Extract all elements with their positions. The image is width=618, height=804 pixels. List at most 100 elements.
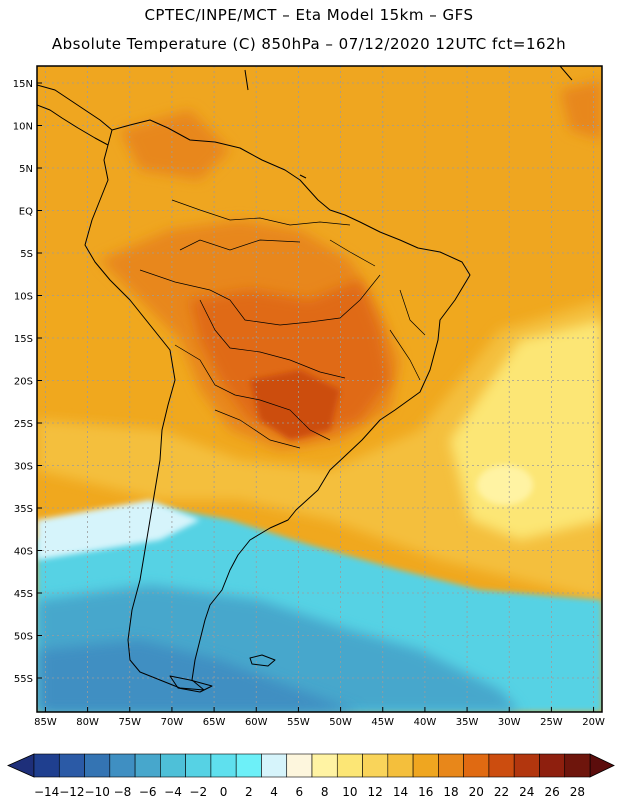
- lat-label: 10N: [13, 122, 33, 133]
- colorbar-label: −10: [85, 785, 110, 799]
- colorbar-swatch: [134, 753, 161, 778]
- colorbar-label: 28: [570, 785, 585, 799]
- colorbar-swatch: [513, 753, 540, 778]
- colorbar-swatch: [438, 753, 464, 778]
- field-band-4: [37, 500, 200, 560]
- colorbar-label: 8: [321, 785, 329, 799]
- colorbar-swatch: [362, 753, 389, 778]
- colorbar-swatch: [488, 753, 515, 778]
- lat-label: 5S: [20, 249, 33, 260]
- colorbar-label: 22: [494, 785, 509, 799]
- field-band-neg8: [40, 640, 360, 712]
- border-lines: [139, 199, 426, 449]
- lon-label: 80W: [76, 717, 99, 728]
- lat-label: 25S: [14, 419, 33, 430]
- colorbar-label: 0: [220, 785, 228, 799]
- map-frame: [36, 65, 603, 713]
- latitude-labels: 15N 10N 5N EQ 5S 10S 15S 20S 25S 30S 35S 40S 45S 50S 5…: [13, 79, 42, 685]
- colorbar: −14 −12 −10 −8 −6 −4 −2 0 2 4 6 8 10 12 14 16 18 20 22 24 26…: [7, 753, 615, 799]
- colorbar-swatch: [564, 753, 591, 778]
- colorbar-swatch: [311, 753, 338, 778]
- lat-label: 15N: [13, 79, 33, 90]
- colorbar-label: −14: [34, 785, 59, 799]
- colorbar-max-arrow: [589, 753, 615, 778]
- field-north-warm: [120, 110, 230, 180]
- colorbar-min-arrow: [7, 753, 35, 778]
- lon-label: 35W: [456, 717, 479, 728]
- lat-label: EQ: [19, 207, 33, 218]
- lon-label: 45W: [371, 717, 394, 728]
- lon-label: 50W: [329, 717, 352, 728]
- colorbar-swatch: [160, 753, 186, 778]
- colorbar-swatch: [84, 753, 111, 778]
- longitude-labels: 85W 80W 75W 70W 65W 60W 55W 50W 45W 40W 35W 30W 25W 2…: [34, 707, 605, 728]
- lon-label: 20W: [582, 717, 605, 728]
- lat-label: 30S: [14, 462, 33, 473]
- lat-label: 5N: [19, 164, 33, 175]
- colorbar-swatch: [210, 753, 237, 778]
- colorbar-label: 6: [296, 785, 304, 799]
- colorbar-swatch: [539, 753, 566, 778]
- lat-label: 20S: [14, 377, 33, 388]
- falkland-islands: [249, 654, 276, 667]
- lon-label: 55W: [287, 717, 310, 728]
- caribbean-islands: [244, 66, 573, 179]
- colorbar-label: 2: [245, 785, 253, 799]
- colorbar-swatch: [261, 753, 288, 778]
- colorbar-swatch: [387, 753, 414, 778]
- lat-label: 15S: [14, 334, 33, 345]
- lon-label: 65W: [203, 717, 226, 728]
- country-borders: [139, 199, 426, 449]
- temperature-field: [37, 66, 602, 712]
- lat-label: 40S: [14, 547, 33, 558]
- chart-title-line-1: CPTEC/INPE/MCT – Eta Model 15km – GFS: [144, 6, 474, 24]
- lat-label: 55S: [14, 674, 33, 685]
- colorbar-label: 16: [418, 785, 433, 799]
- colorbar-label: 24: [519, 785, 534, 799]
- colorbar-label: 12: [368, 785, 383, 799]
- field-east-warm: [560, 80, 602, 140]
- colorbar-label: 14: [393, 785, 408, 799]
- lon-label: 75W: [118, 717, 141, 728]
- colorbar-label: −12: [59, 785, 84, 799]
- colorbar-swatch: [33, 753, 60, 778]
- chart-title-line-2: Absolute Temperature (C) 850hPa – 07/12/…: [51, 35, 567, 53]
- colorbar-label: −4: [164, 785, 182, 799]
- colorbar-label: −6: [139, 785, 157, 799]
- colorbar-label: 26: [544, 785, 559, 799]
- lat-label: 45S: [14, 589, 33, 600]
- colorbar-label: −2: [189, 785, 207, 799]
- graticule: [37, 66, 602, 712]
- lat-label: 50S: [14, 632, 33, 643]
- field-band-16: [37, 300, 602, 600]
- colorbar-label: 10: [342, 785, 357, 799]
- colorbar-swatch: [109, 753, 136, 778]
- lon-label: 30W: [498, 717, 521, 728]
- colorbar-label: −8: [114, 785, 132, 799]
- lon-label: 40W: [414, 717, 437, 728]
- field-warm-patch: [477, 465, 533, 505]
- colorbar-swatch: [412, 753, 439, 778]
- colorbar-swatch: [336, 753, 363, 778]
- colorbar-swatch: [463, 753, 490, 778]
- colorbar-label: 4: [270, 785, 278, 799]
- lon-label: 60W: [245, 717, 268, 728]
- field-band-24: [250, 370, 340, 440]
- lat-label: 35S: [14, 504, 33, 515]
- colorbar-label: 18: [443, 785, 458, 799]
- lat-label: 10S: [14, 292, 33, 303]
- lon-label: 70W: [161, 717, 184, 728]
- colorbar-swatch: [58, 753, 85, 778]
- lon-label: 25W: [540, 717, 563, 728]
- central-america-coast: [37, 84, 113, 146]
- coastlines: [37, 66, 573, 693]
- lon-label: 85W: [34, 717, 57, 728]
- colorbar-label: 20: [469, 785, 484, 799]
- south-america-coast: [84, 119, 471, 691]
- colorbar-swatch: [185, 753, 212, 778]
- tierra-del-fuego: [169, 675, 213, 693]
- colorbar-swatch: [286, 753, 313, 778]
- colorbar-swatch: [235, 753, 262, 778]
